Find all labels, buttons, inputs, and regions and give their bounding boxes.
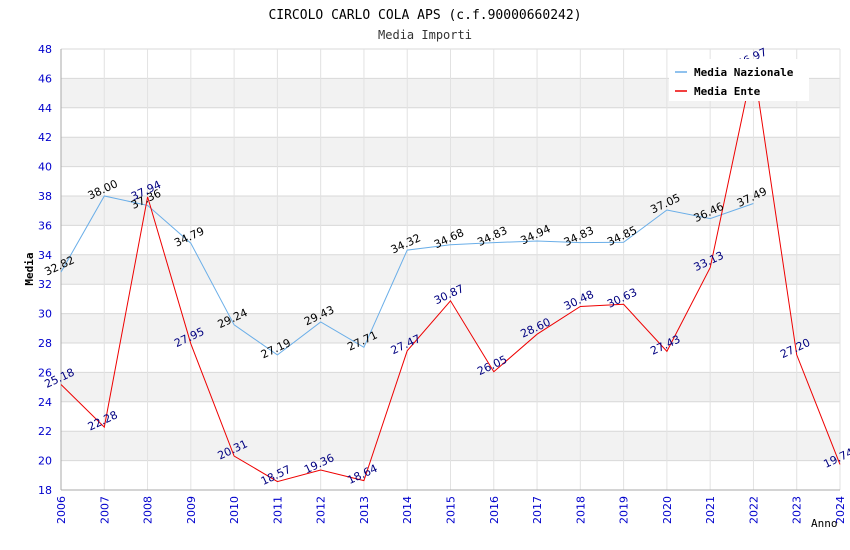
y-axis-title: Media [23, 252, 36, 285]
legend-label: Media Nazionale [694, 66, 794, 79]
x-tick-label: 2021 [704, 496, 717, 524]
y-tick-label: 40 [38, 161, 52, 174]
y-tick-label: 46 [38, 72, 52, 85]
chart-title: CIRCOLO CARLO COLA APS (c.f.90000660242) [268, 8, 581, 23]
y-tick-label: 38 [38, 190, 52, 203]
x-tick-label: 2017 [531, 496, 544, 524]
y-tick-label: 34 [38, 249, 52, 262]
series-line-media-ente [60, 63, 841, 483]
x-tick-label: 2018 [574, 496, 587, 524]
x-axis-ticks: 2006 2007 2008 2009 2010 2011 2012 2013 2014 2015… [55, 496, 847, 524]
series-lines [60, 63, 841, 483]
y-tick-label: 42 [38, 131, 52, 144]
y-tick-label: 18 [38, 484, 52, 497]
y-tick-label: 44 [38, 102, 52, 115]
x-axis-title: Anno [811, 517, 838, 530]
x-tick-label: 2020 [661, 496, 674, 524]
x-tick-label: 2022 [747, 496, 760, 524]
grid-lines [60, 48, 841, 491]
x-tick-label: 2010 [228, 496, 241, 524]
x-tick-label: 2011 [271, 496, 284, 524]
series-line-media-nazionale [60, 195, 754, 356]
y-tick-label: 24 [38, 396, 52, 409]
x-tick-label: 2019 [618, 496, 631, 524]
x-tick-label: 2009 [185, 496, 198, 524]
y-tick-label: 30 [38, 308, 52, 321]
x-tick-label: 2012 [315, 496, 328, 524]
y-tick-label: 26 [38, 366, 52, 379]
legend: Media Nazionale Media Ente [669, 59, 809, 101]
y-tick-label: 32 [38, 278, 52, 291]
x-tick-label: 2007 [98, 496, 111, 524]
legend-box [669, 59, 809, 101]
x-tick-label: 2023 [791, 496, 804, 524]
x-tick-label: 2024 [834, 496, 847, 524]
y-tick-label: 22 [38, 425, 52, 438]
x-tick-label: 2015 [445, 496, 458, 524]
y-tick-label: 28 [38, 337, 52, 350]
y-tick-label: 20 [38, 455, 52, 468]
y-axis-ticks: 18 20 22 24 26 28 30 32 34 36 38 40 42 44 46 48 [38, 43, 52, 497]
x-tick-label: 2013 [358, 496, 371, 524]
x-tick-label: 2014 [401, 496, 414, 524]
x-tick-label: 2006 [55, 496, 68, 524]
x-tick-label: 2016 [488, 496, 501, 524]
y-tick-label: 48 [38, 43, 52, 56]
x-tick-label: 2008 [142, 496, 155, 524]
chart-subtitle: Media Importi [378, 28, 472, 42]
axes [60, 49, 840, 491]
y-tick-label: 36 [38, 219, 52, 232]
legend-label: Media Ente [694, 85, 761, 98]
